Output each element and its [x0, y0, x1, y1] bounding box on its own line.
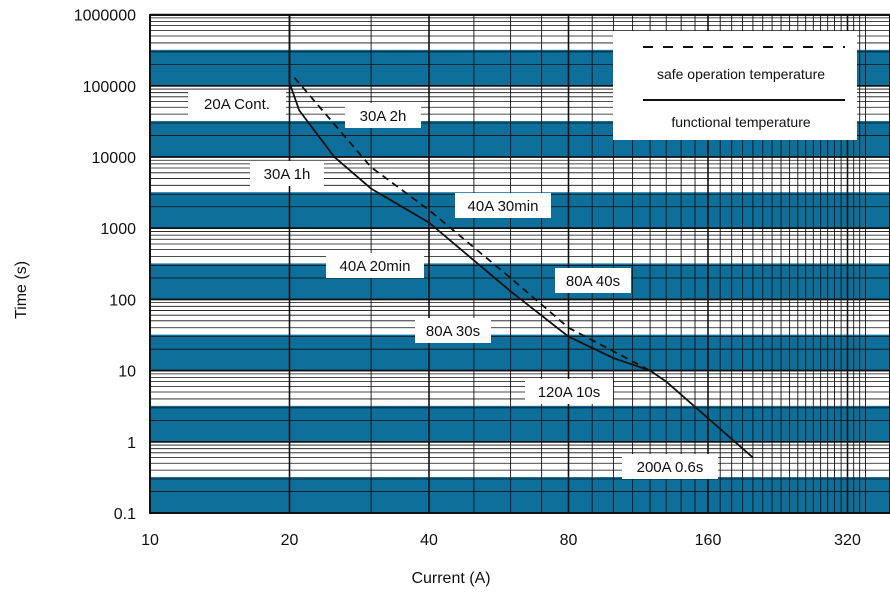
- y-tick-label: 100: [109, 292, 136, 309]
- decade-bands: [150, 49, 890, 513]
- x-tick-label: 20: [281, 532, 299, 549]
- annotation-label: 80A 30s: [426, 323, 480, 340]
- annotation-box: [622, 454, 718, 479]
- y-tick-label: 1: [127, 435, 136, 452]
- annotation-box: [188, 91, 286, 116]
- annotation-box: [326, 253, 424, 278]
- annotation-label: 30A 1h: [264, 166, 311, 183]
- legend-box: [613, 31, 857, 140]
- annotation-box: [250, 161, 324, 186]
- series-line-safe-operation: [293, 77, 651, 372]
- annotation-label: 20A Cont.: [204, 96, 270, 113]
- annotation-label: 120A 10s: [538, 384, 601, 401]
- annotation-label: 30A 2h: [360, 108, 407, 125]
- legend-label-safe: safe operation temperature: [657, 66, 825, 82]
- x-tick-label: 320: [834, 532, 861, 549]
- series-lines: [288, 14, 754, 459]
- x-tick-label: 160: [695, 532, 722, 549]
- y-axis-label: Time (s): [13, 261, 30, 319]
- y-tick-label: 10: [118, 364, 136, 381]
- y-tick-label: 10000: [92, 150, 137, 167]
- y-tick-label: 1000000: [74, 8, 136, 25]
- annotation-box: [415, 318, 491, 343]
- annotation-box: [345, 103, 421, 128]
- y-tick-label: 100000: [83, 79, 136, 96]
- annotation-label: 200A 0.6s: [637, 459, 704, 476]
- decade-band: [150, 477, 890, 513]
- annotation-box: [455, 193, 551, 218]
- legend-label-functional: functional temperature: [671, 114, 811, 130]
- annotation-label: 80A 40s: [566, 273, 620, 290]
- legend: safe operation temperature functional tem…: [613, 31, 857, 140]
- annotation-label: 40A 20min: [340, 258, 411, 275]
- plot-frame: [149, 14, 890, 514]
- x-tick-labels: 10 20 40 80 160 320: [141, 532, 861, 549]
- x-tick-label: 40: [420, 532, 438, 549]
- x-tick-label: 80: [560, 532, 578, 549]
- decade-band: [150, 263, 890, 300]
- annotation-box: [525, 379, 613, 404]
- annotation-label: 40A 30min: [468, 198, 539, 215]
- x-axis-label: Current (A): [411, 570, 490, 587]
- y-tick-label: 0.1: [114, 506, 136, 523]
- x-tick-label: 10: [141, 532, 159, 549]
- plot-border: [149, 14, 890, 514]
- annotation-box: [555, 268, 631, 293]
- decade-band: [150, 334, 890, 371]
- y-tick-label: 1000: [100, 221, 136, 238]
- series-line-functional: [288, 14, 754, 459]
- y-tick-labels: 1000000 100000 10000 1000 100 10 1 0.1: [74, 8, 136, 523]
- annotations: 20A Cont. 30A 2h 30A 1h 40A 30min 40A 20min 8…: [188, 91, 718, 479]
- decade-band: [150, 405, 890, 442]
